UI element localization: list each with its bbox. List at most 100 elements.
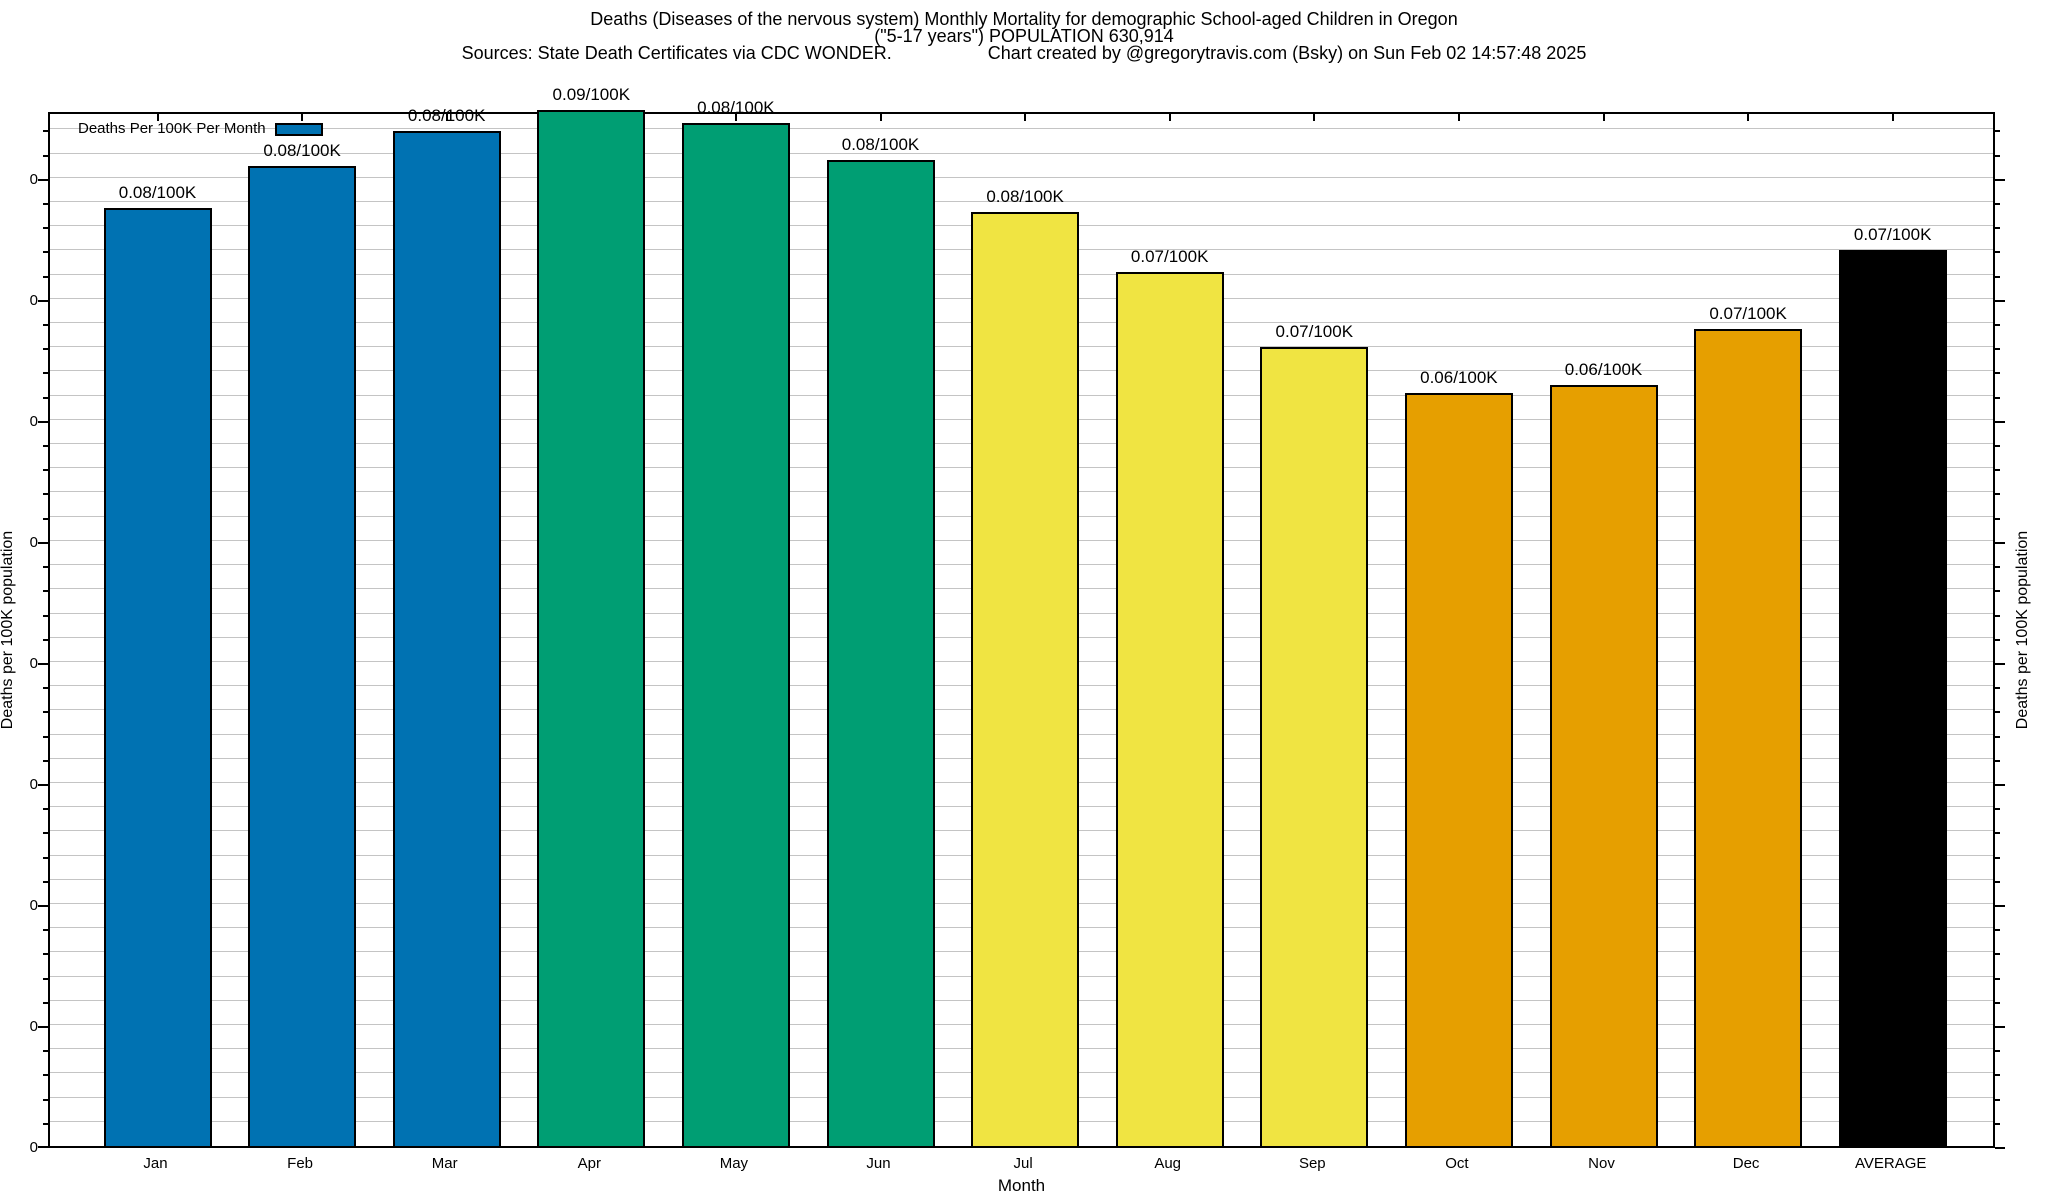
bar-value-label: 0.06/100K (1564, 359, 1643, 379)
bar (1838, 250, 1947, 1146)
y-tick-label: 0 (29, 533, 38, 551)
bar (826, 159, 935, 1146)
axis-tick-right (1995, 711, 2000, 714)
top-mirror-tick (734, 114, 737, 121)
x-tick-label: Jan (143, 1155, 168, 1172)
axis-tick-left (43, 1122, 48, 1125)
axis-tick-left (43, 469, 48, 472)
top-mirror-tick (445, 114, 448, 121)
axis-tick-right (1995, 396, 2000, 399)
x-tick-label: Oct (1445, 1155, 1469, 1172)
axis-tick-right (1995, 299, 2005, 302)
axis-tick-left (43, 251, 48, 254)
axis-tick-right (1995, 154, 2000, 157)
axis-tick-right (1995, 1026, 2005, 1028)
gridline (50, 176, 1993, 178)
axis-tick-right (1995, 1050, 2000, 1053)
gridline (50, 128, 1993, 130)
gridline (50, 201, 1993, 202)
axis-tick-left (38, 299, 48, 302)
bar-value-label: 0.09/100K (552, 85, 631, 104)
axis-tick-right (1995, 203, 2000, 205)
axis-tick-left (43, 348, 48, 351)
x-tick-label: Sep (1298, 1155, 1326, 1172)
axis-tick-right (1995, 1098, 2000, 1101)
axis-tick-right (1995, 1074, 2000, 1077)
bar (248, 165, 357, 1146)
bar (1260, 347, 1369, 1146)
y-tick-label: 0 (29, 896, 38, 914)
x-tick-label: Aug (1154, 1155, 1182, 1172)
axis-tick-left (43, 808, 48, 811)
chart-title-line3: Sources: State Death Certificates via CD… (0, 44, 2048, 62)
bar (392, 130, 501, 1146)
axis-tick-right (1995, 590, 2000, 593)
axis-tick-right (1995, 445, 2000, 447)
axis-tick-right (1995, 832, 2000, 835)
axis-tick-left (43, 687, 48, 690)
axis-tick-right (1995, 469, 2000, 472)
axis-tick-left (43, 590, 48, 593)
axis-tick-left (43, 832, 48, 835)
axis-tick-right (1995, 324, 2000, 326)
axis-tick-right (1995, 227, 2000, 230)
bar (1404, 393, 1513, 1146)
axis-tick-right (1995, 517, 2000, 520)
x-tick-label: Feb (287, 1155, 314, 1172)
axis-tick-left (43, 324, 48, 326)
bar-value-label: 0.08/100K (986, 186, 1064, 206)
legend: Deaths Per 100K Per Month (78, 121, 323, 137)
axis-tick-right (1995, 638, 2000, 641)
bar (1549, 384, 1658, 1146)
axis-tick-right (1995, 687, 2000, 690)
axis-tick-left (43, 275, 48, 278)
bar-value-label: 0.08/100K (407, 105, 486, 125)
legend-swatch (274, 122, 323, 136)
axis-tick-right (1995, 1147, 2005, 1149)
axis-tick-left (38, 1146, 48, 1148)
axis-tick-left (43, 735, 48, 738)
axis-tick-left (43, 880, 48, 883)
bar (1115, 272, 1224, 1146)
y-tick-label: 0 (29, 291, 38, 309)
axis-tick-right (1995, 251, 2000, 254)
top-mirror-tick (156, 114, 159, 121)
axis-tick-right (1995, 130, 2000, 133)
axis-tick-left (38, 178, 48, 181)
axis-tick-left (43, 154, 48, 157)
axis-tick-right (1995, 735, 2000, 738)
axis-tick-left (43, 977, 48, 980)
y-tick-label: 0 (29, 775, 38, 793)
axis-tick-right (1995, 1122, 2000, 1125)
top-mirror-tick (301, 114, 304, 121)
axis-tick-left (43, 953, 48, 956)
gridline (50, 152, 1993, 154)
top-mirror-tick (1747, 114, 1750, 121)
axis-tick-right (1995, 929, 2000, 932)
axis-tick-right (1995, 178, 2005, 181)
axis-tick-right (1995, 1001, 2000, 1004)
bar-value-label: 0.08/100K (263, 140, 341, 160)
x-tick-label: AVERAGE (1854, 1155, 1927, 1172)
top-mirror-tick (879, 114, 882, 121)
axis-tick-right (1995, 541, 2005, 544)
axis-tick-right (1995, 420, 2005, 423)
axis-tick-right (1995, 880, 2000, 883)
x-tick-label: Apr (577, 1155, 601, 1172)
axis-tick-left (43, 929, 48, 932)
axis-tick-left (43, 614, 48, 617)
chart-source-note: Sources: State Death Certificates via CD… (461, 43, 892, 63)
x-tick-label: May (719, 1155, 749, 1172)
top-mirror-tick (1168, 114, 1171, 121)
bar-value-label: 0.07/100K (1709, 304, 1787, 324)
x-tick-label: Mar (431, 1155, 458, 1172)
bar-value-label: 0.07/100K (1275, 322, 1354, 342)
bar-value-label: 0.08/100K (118, 183, 197, 202)
axis-tick-left (43, 445, 48, 447)
axis-tick-left (43, 1001, 48, 1004)
bar (681, 123, 790, 1146)
axis-tick-left (43, 1074, 48, 1077)
axis-tick-right (1995, 783, 2005, 786)
bar (971, 211, 1080, 1146)
